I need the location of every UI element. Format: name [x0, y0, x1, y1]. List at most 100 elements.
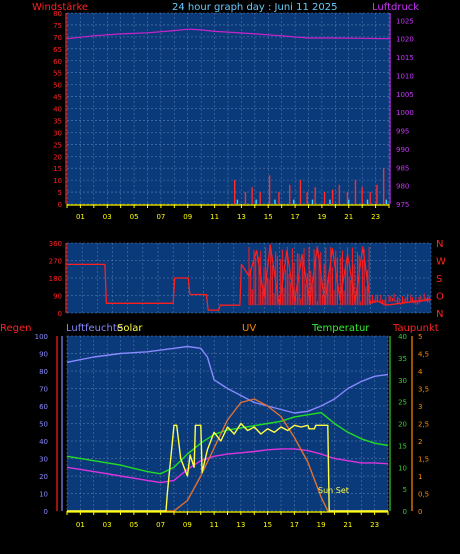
weather-composite-series — [66, 345, 389, 512]
pressure-tick-label: 1015 — [396, 54, 414, 62]
temperature-tick-label: 5 — [403, 486, 407, 494]
x-tick-label: 13 — [236, 521, 245, 529]
temperature-axis-title: Temperatur — [311, 323, 370, 334]
temperature-tick-label: 20 — [398, 421, 407, 429]
pressure-tick-label: 995 — [396, 128, 409, 136]
wind-tick-label: 30 — [53, 129, 62, 137]
pressure-tick-label: 980 — [396, 183, 409, 191]
x-tick-label: 21 — [344, 213, 353, 221]
pressure-tick-label: 1020 — [396, 36, 414, 44]
uv-tick-label: 3 — [418, 403, 422, 411]
direction-tick-label: 270 — [49, 258, 62, 266]
x-tick-label: 05 — [129, 521, 138, 529]
pressure-tick-label: 1025 — [396, 17, 414, 25]
x-tick-label: 07 — [156, 213, 165, 221]
uv-tick-label: 5 — [418, 333, 422, 341]
pressure-tick-label: 1000 — [396, 109, 414, 117]
pressure-tick-label: 990 — [396, 146, 409, 154]
temperature-tick-label: 30 — [398, 377, 407, 385]
uv-tick-label: 1 — [418, 473, 422, 481]
x-tick-label: 03 — [103, 521, 112, 529]
temperature-tick-label: 15 — [398, 442, 407, 450]
wind-tick-label: 15 — [53, 165, 62, 173]
uv-tick-label: 3,5 — [418, 386, 429, 394]
x-tick-label: 19 — [317, 521, 326, 529]
x-tick-label: 15 — [264, 213, 273, 221]
x-tick-label: 11 — [210, 521, 219, 529]
x-tick-label: 09 — [183, 213, 192, 221]
solar-line — [67, 422, 388, 512]
dewpoint-line — [66, 448, 389, 484]
x-tick-label: 17 — [291, 213, 300, 221]
direction-tick-label: 360 — [49, 240, 62, 248]
x-tick-label: 03 — [103, 213, 112, 221]
humidity-tick-label: 90 — [39, 351, 48, 359]
uv-line — [67, 398, 388, 512]
wind-tick-label: 75 — [53, 22, 62, 30]
sunset-annotation: Sun Set — [318, 486, 349, 495]
temperature-tick-label: 10 — [398, 464, 407, 472]
wind-tick-label: 60 — [53, 58, 62, 66]
humidity-tick-label: 80 — [39, 368, 48, 376]
humidity-tick-label: 0 — [44, 508, 48, 516]
humidity-tick-label: 30 — [39, 456, 48, 464]
wind-tick-label: 45 — [53, 94, 62, 102]
wind-axis-title: Windstärke — [32, 2, 88, 13]
pressure-tick-label: 975 — [396, 201, 409, 209]
x-tick-label: 09 — [183, 521, 192, 529]
temperature-tick-label: 0 — [403, 508, 407, 516]
pressure-tick-label: 985 — [396, 164, 409, 172]
uv-tick-label: 1,5 — [418, 456, 429, 464]
wind-direction-series — [67, 244, 432, 311]
humidity-tick-label: 40 — [39, 438, 48, 446]
compass-label: N — [436, 239, 443, 250]
wind-tick-label: 0 — [58, 201, 62, 209]
pressure-axis-title: Luftdruck — [372, 2, 419, 13]
wind-tick-label: 80 — [53, 10, 62, 18]
wind-pressure-panel: 8075706560555045403530252015105010251020… — [32, 2, 419, 221]
direction-tick-label: 0 — [58, 310, 62, 318]
x-tick-label: 15 — [263, 521, 272, 529]
temperature-tick-label: 40 — [398, 333, 407, 341]
wind-tick-label: 65 — [53, 46, 62, 54]
dewpoint-axis-title: Taupunkt — [392, 323, 439, 334]
x-tick-label: 07 — [156, 521, 165, 529]
uv-tick-label: 0,5 — [418, 491, 429, 499]
wind-tick-label: 35 — [53, 117, 62, 125]
uv-axis-title: UV — [242, 323, 256, 334]
wind-tick-label: 25 — [53, 141, 62, 149]
wind-pressure-series — [66, 28, 390, 204]
wind-tick-label: 70 — [53, 34, 62, 42]
temperature-tick-label: 25 — [398, 399, 407, 407]
x-tick-label: 01 — [76, 213, 85, 221]
x-tick-label: 21 — [343, 521, 352, 529]
wind-tick-label: 5 — [58, 189, 62, 197]
humidity-line — [66, 345, 389, 414]
compass-label: S — [436, 274, 442, 285]
compass-label: N — [436, 309, 443, 320]
pressure-tick-label: 1005 — [396, 91, 414, 99]
humidity-tick-label: 20 — [39, 473, 48, 481]
wind-tick-label: 40 — [53, 106, 62, 114]
rain-axis-title: Regen — [0, 323, 32, 334]
compass-label: W — [436, 257, 446, 268]
humidity-axis-title: Luftfeuchte — [66, 323, 123, 334]
wind-tick-label: 10 — [53, 177, 62, 185]
uv-tick-label: 4 — [418, 368, 423, 376]
wind-tick-label: 20 — [53, 153, 62, 161]
graph-title: 24 hour graph day : Juni 11 2025 — [172, 2, 338, 13]
x-tick-label: 19 — [317, 213, 326, 221]
x-tick-label: 13 — [237, 213, 246, 221]
direction-tick-label: 90 — [53, 293, 62, 301]
compass-label: O — [436, 292, 444, 303]
uv-tick-label: 4,5 — [418, 351, 429, 359]
wind-pressure-ticks: 8075706560555045403530252015105010251020… — [53, 10, 414, 221]
weather-composite-ticks: 1009080706050403020100403530252015105054… — [35, 333, 430, 529]
x-tick-label: 23 — [370, 521, 379, 529]
humidity-tick-label: 10 — [39, 491, 48, 499]
humidity-tick-label: 70 — [39, 386, 48, 394]
